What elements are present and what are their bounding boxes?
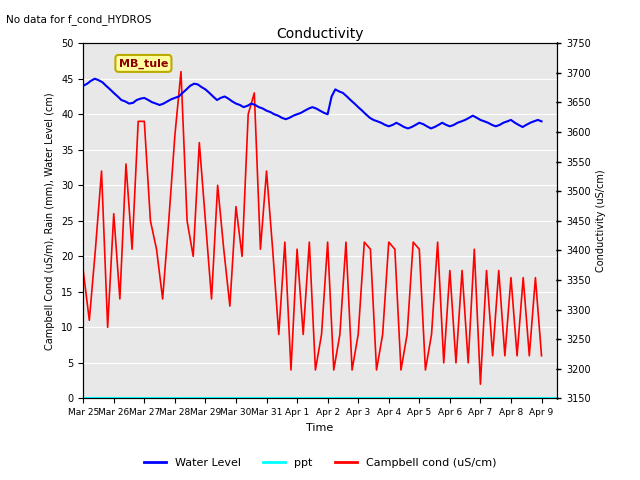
Y-axis label: Conductivity (uS/cm): Conductivity (uS/cm) xyxy=(596,169,606,272)
Campbell cond (uS/cm) xyxy=(379,332,387,337)
Text: MB_tule: MB_tule xyxy=(119,58,168,69)
Water Level xyxy=(404,126,412,132)
Campbell cond (uS/cm) xyxy=(79,268,87,274)
Title: Conductivity: Conductivity xyxy=(276,27,364,41)
Campbell cond (uS/cm) xyxy=(244,111,252,117)
Campbell cond (uS/cm) xyxy=(324,239,332,245)
Water Level xyxy=(278,115,285,120)
Water Level xyxy=(538,119,545,124)
Water Level xyxy=(79,83,87,89)
Line: Campbell cond (uS/cm): Campbell cond (uS/cm) xyxy=(83,72,541,384)
Campbell cond (uS/cm) xyxy=(477,381,484,387)
Legend: Water Level, ppt, Campbell cond (uS/cm): Water Level, ppt, Campbell cond (uS/cm) xyxy=(140,453,500,472)
Water Level xyxy=(370,117,378,123)
Campbell cond (uS/cm) xyxy=(177,69,185,74)
Campbell cond (uS/cm) xyxy=(122,161,130,167)
Line: Water Level: Water Level xyxy=(83,79,541,129)
Water Level xyxy=(91,76,99,82)
Water Level xyxy=(129,100,137,106)
Water Level xyxy=(190,81,198,86)
Y-axis label: Campbell Cond (uS/m), Rain (mm), Water Level (cm): Campbell Cond (uS/m), Rain (mm), Water L… xyxy=(45,92,56,349)
Campbell cond (uS/cm) xyxy=(391,246,399,252)
X-axis label: Time: Time xyxy=(307,423,333,432)
Campbell cond (uS/cm) xyxy=(452,360,460,366)
Campbell cond (uS/cm) xyxy=(538,353,545,359)
Water Level xyxy=(515,122,522,128)
Text: No data for f_cond_HYDROS: No data for f_cond_HYDROS xyxy=(6,14,152,25)
Water Level xyxy=(392,120,400,126)
